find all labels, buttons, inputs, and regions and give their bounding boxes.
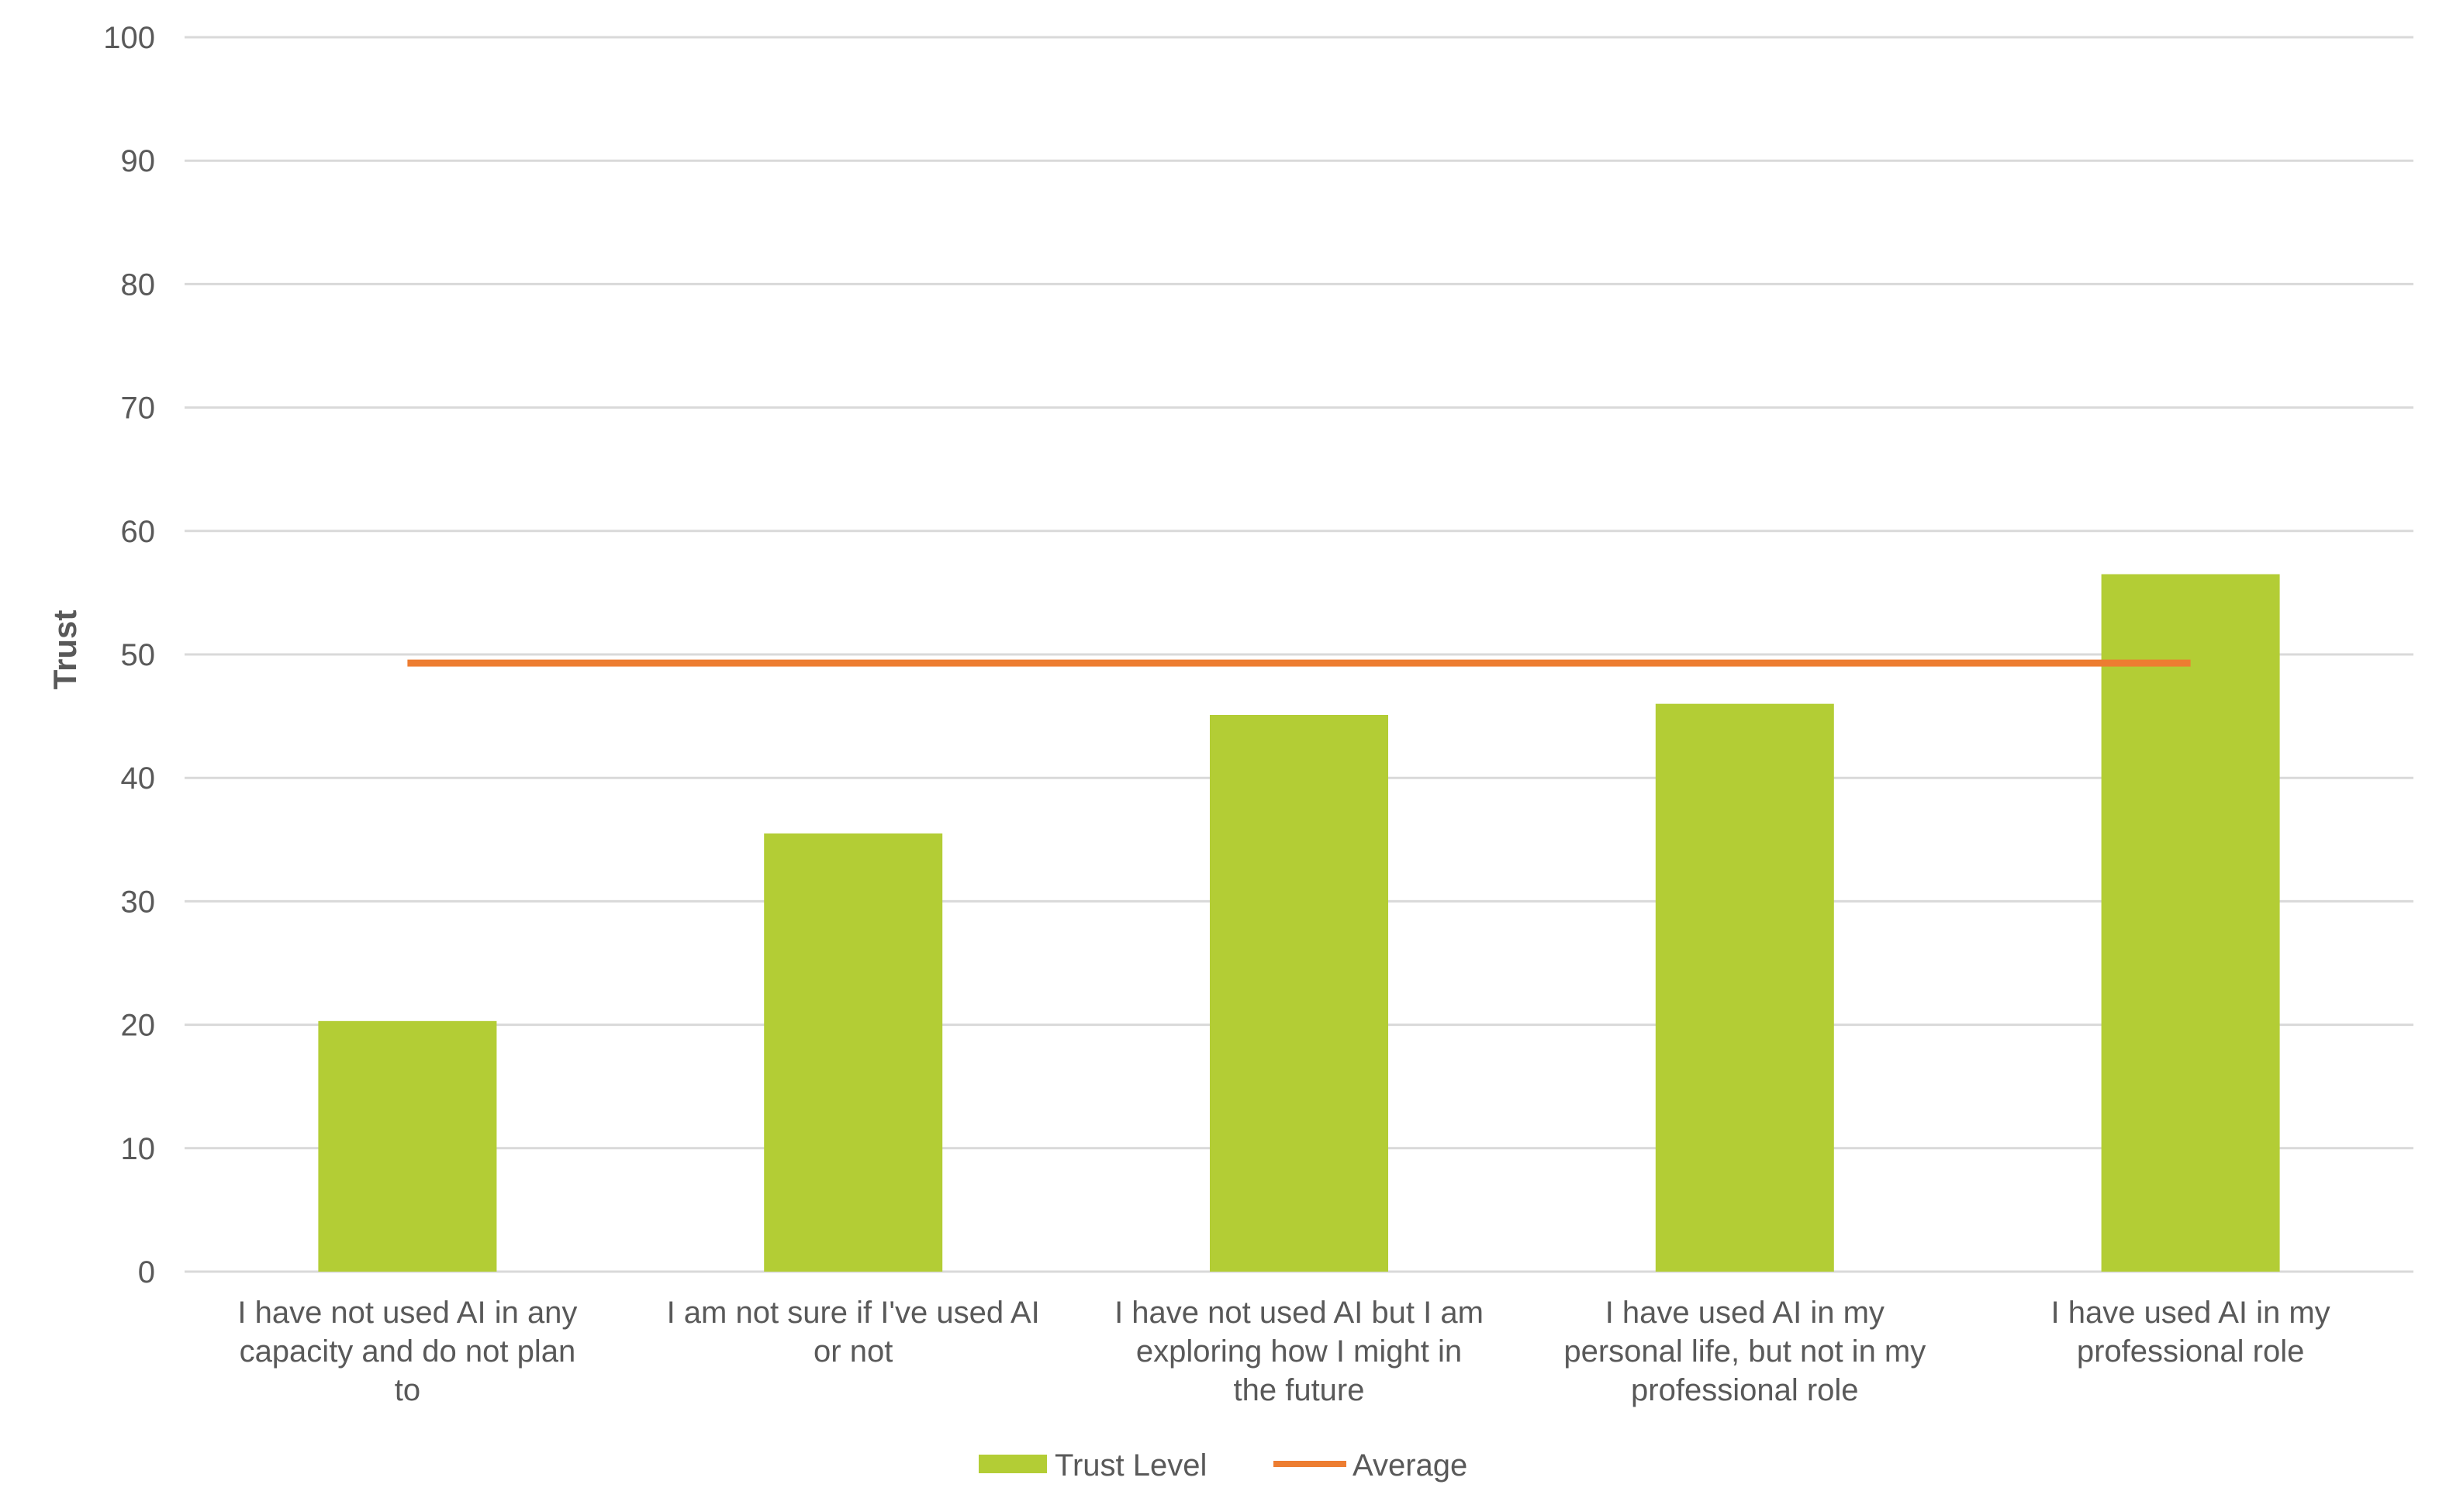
- x-category-label: I have used AI in my personal life, but n…: [1563, 1296, 1926, 1407]
- x-category-label: I have used AI in my professional role: [2050, 1296, 2330, 1369]
- bar-trust-level: [764, 833, 943, 1272]
- y-tick-label: 0: [138, 1255, 155, 1289]
- bar-trust-level: [2101, 574, 2280, 1272]
- legend: Trust Level Average: [979, 1448, 1467, 1483]
- legend-trust-level-swatch: [979, 1455, 1047, 1473]
- y-tick-label: 100: [103, 21, 155, 55]
- y-tick-label: 40: [121, 761, 156, 796]
- y-tick-label: 70: [121, 392, 156, 426]
- y-tick-label: 60: [121, 515, 156, 549]
- x-axis-categories: I have not used AI in any capacity and do…: [237, 1296, 2330, 1407]
- y-axis-ticks: 0 10 20 30 40 50 60 70 80 90 100: [103, 21, 155, 1289]
- y-tick-label: 90: [121, 144, 156, 178]
- bar-trust-level: [1655, 703, 1834, 1272]
- x-category-label: I have not used AI but I am exploring how…: [1114, 1296, 1484, 1407]
- y-tick-label: 80: [121, 268, 156, 302]
- legend-trust-level-label: Trust Level: [1055, 1448, 1207, 1483]
- x-category-label: I am not sure if I've used AI or not: [667, 1296, 1040, 1369]
- y-tick-label: 30: [121, 885, 156, 919]
- bars: [318, 574, 2280, 1272]
- bar-trust-level: [318, 1020, 497, 1272]
- legend-average-label: Average: [1353, 1448, 1467, 1483]
- y-tick-label: 10: [121, 1132, 156, 1166]
- y-tick-label: 20: [121, 1009, 156, 1043]
- y-tick-label: 50: [121, 638, 156, 672]
- x-category-label: I have not used AI in any capacity and do…: [237, 1296, 577, 1407]
- bar-trust-level: [1210, 715, 1388, 1272]
- y-axis-title: Trust: [47, 610, 83, 690]
